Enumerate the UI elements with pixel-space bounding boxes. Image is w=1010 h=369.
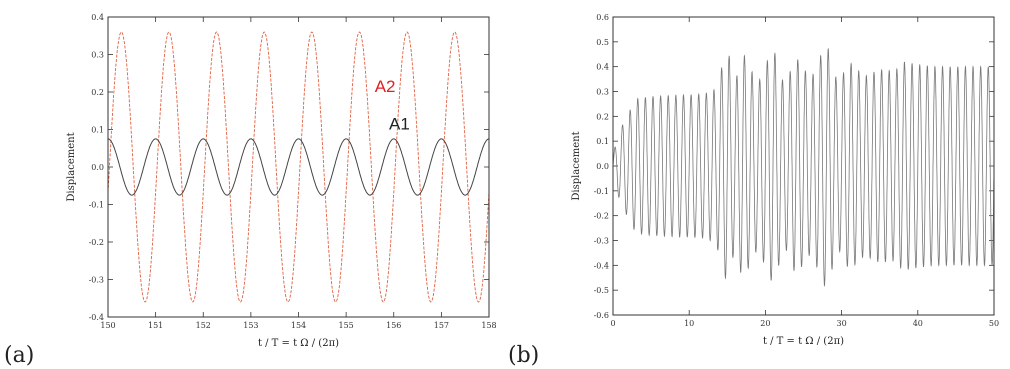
y-axis-label: Displacement [571, 131, 582, 200]
y-tick-label: -0.4 [89, 313, 104, 322]
x-tick-label: 157 [434, 321, 449, 330]
y-axis-label: Displacement [66, 132, 77, 201]
y-tick-label: -0.1 [89, 201, 104, 210]
x-tick-label: 50 [989, 319, 999, 328]
x-tick-label: 40 [913, 319, 923, 328]
panel-label-b: (b) [508, 343, 539, 368]
x-axis-label: t / T = t Ω / (2π) [258, 338, 339, 349]
y-tick-label: -0.2 [594, 212, 609, 221]
series-line-a1 [108, 138, 489, 196]
y-tick-label: 0.4 [91, 13, 104, 22]
y-tick-label: 0.1 [91, 126, 104, 135]
x-tick-label: 151 [148, 321, 163, 330]
y-tick-label: 0.5 [596, 38, 609, 47]
x-tick-label: 20 [760, 319, 770, 328]
chart-panel-b: 0 10 20 30 40 50 0.6 0.5 0.4 0.3 0.2 0.1 0.0 -0.1 -0.2… [571, 13, 999, 347]
x-tick-label: 154 [291, 321, 306, 330]
chart-panel-a: 150 151 152 153 154 155 156 157 158 0.4 0.3 0.2 0.1 0… [66, 13, 497, 349]
x-tick-label: 156 [386, 321, 401, 330]
x-tick-label: 155 [338, 321, 353, 330]
annotation-a1: A1 [389, 115, 410, 134]
x-tick-label: 152 [196, 321, 211, 330]
x-tick-label: 158 [481, 321, 496, 330]
annotation-a2: A2 [375, 77, 396, 96]
x-axis-label: t / T = t Ω / (2π) [763, 336, 844, 347]
y-tick-label: 0.3 [91, 51, 104, 60]
y-tick-label: -0.3 [594, 237, 609, 246]
y-tick-label: -0.5 [594, 286, 609, 295]
y-tick-label: 0.0 [596, 162, 609, 171]
series-line-a2 [107, 31, 490, 303]
y-tick-label: 0.0 [91, 163, 104, 172]
x-tick-label: 153 [243, 321, 258, 330]
plot-frame [107, 16, 490, 318]
x-tick-label: 30 [837, 319, 847, 328]
y-tick-label: 0.3 [596, 88, 609, 97]
y-tick-label: 0.1 [596, 137, 609, 146]
x-tick-label: 10 [684, 319, 694, 328]
y-tick-label: 0.2 [596, 112, 609, 121]
series-line-response [612, 48, 995, 288]
y-tick-label: 0.6 [596, 13, 609, 22]
y-tick-label: -0.4 [594, 261, 609, 270]
x-tick-label: 0 [610, 319, 615, 328]
plot-frame [612, 16, 995, 316]
x-tick-label: 150 [100, 321, 115, 330]
y-tick-label: -0.3 [89, 276, 104, 285]
panel-label-a: (a) [4, 343, 34, 368]
y-tick-label: 0.2 [91, 88, 104, 97]
y-tick-label: -0.1 [594, 187, 609, 196]
y-tick-label: -0.6 [594, 311, 609, 320]
y-tick-label: 0.4 [596, 63, 609, 72]
y-tick-label: -0.2 [89, 238, 104, 247]
